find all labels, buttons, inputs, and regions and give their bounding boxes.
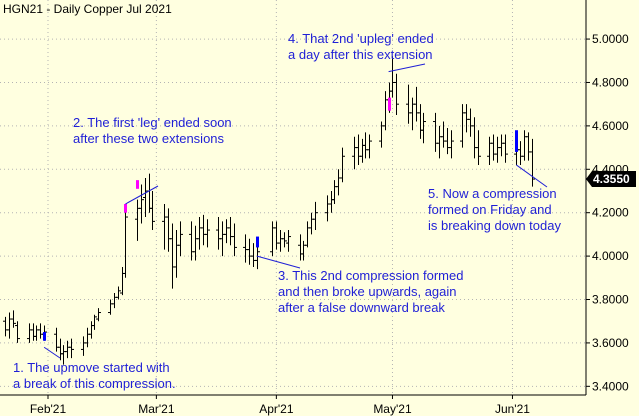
- ohlc-bar: [503, 134, 508, 163]
- ohlc-bar: [340, 147, 345, 183]
- annotation-1: 1. The upmove started with a break of th…: [13, 360, 176, 391]
- ohlc-bar: [282, 232, 287, 248]
- ohlc-bar: [11, 310, 16, 328]
- ohlc-bar: [255, 245, 260, 270]
- ohlc-bar: [69, 338, 74, 359]
- y-tick-label: 4.2000: [592, 206, 629, 220]
- y-tick-label: 3.4000: [592, 379, 629, 393]
- ohlc-bar: [313, 201, 318, 231]
- y-tick-label: 3.6000: [592, 336, 629, 350]
- annotation-2: 2. The first 'leg' ended soon after thes…: [73, 115, 232, 146]
- ohlc-bar: [232, 223, 237, 257]
- annotation-2-line-2: after these two extensions: [73, 131, 225, 146]
- ohlc-bar: [421, 112, 426, 144]
- extension-marker: [136, 180, 139, 189]
- grid-layer: [0, 0, 586, 395]
- extension-marker: [124, 204, 127, 213]
- compression-marker: [515, 130, 518, 152]
- y-tick-label: 4.0000: [592, 249, 629, 263]
- annotation-3-line-2: and then broke upwards, again: [278, 284, 457, 299]
- annotation-5-line-1: 5. Now a compression: [428, 186, 557, 201]
- x-tick-label: Apr'21: [259, 402, 294, 416]
- compression-marker: [256, 236, 259, 248]
- y-tick-label: 4.6000: [592, 119, 629, 133]
- ohlc-bar: [449, 130, 454, 159]
- last-price-label: 4.3550: [593, 172, 630, 186]
- ohlc-bar: [178, 221, 183, 257]
- y-tick-label: 3.8000: [592, 293, 629, 307]
- annotation-4-pointer: [388, 63, 426, 73]
- ohlc-bar: [116, 286, 121, 300]
- annotation-2-pointer: [125, 185, 159, 205]
- annotation-4: 4. That 2nd 'upleg' ended a day after th…: [288, 31, 434, 62]
- chart-title: HGN21 - Daily Copper Jul 2021: [3, 2, 172, 16]
- last-price-badge-bg: [586, 171, 636, 188]
- x-axis: Feb'21 Mar'21 Apr'21 May'21 Jun'21: [30, 395, 530, 416]
- annotation-2-line-1: 2. The first 'leg' ended soon: [73, 115, 232, 130]
- ohlc-bar: [123, 208, 128, 278]
- x-tick-label: Jun'21: [495, 402, 530, 416]
- ohlc-bar: [15, 321, 20, 343]
- ohlc-bar: [205, 219, 210, 248]
- ohlc-bar: [476, 130, 481, 165]
- extension-marker: [388, 97, 391, 111]
- annotation-5-pointer: [516, 164, 548, 188]
- x-tick-label: Mar'21: [138, 402, 175, 416]
- annotation-3: 3. This 2nd compression formed and then …: [278, 268, 463, 315]
- y-axis: 5.00004.80004.60004.40004.20004.00003.80…: [586, 32, 629, 393]
- annotation-4-line-1: 4. That 2nd 'upleg' ended: [288, 31, 434, 46]
- ohlc-bar: [139, 184, 144, 224]
- y-tick-label: 5.0000: [592, 32, 629, 46]
- ohlc-bar: [150, 190, 155, 231]
- x-tick-label: Feb'21: [30, 402, 67, 416]
- last-price-badge: 4.3550: [586, 171, 636, 188]
- annotation-1-line-1: 1. The upmove started with: [13, 360, 170, 375]
- ohlc-bar: [92, 314, 97, 330]
- ohlc-bar: [367, 134, 372, 159]
- ohlc-bar: [530, 138, 535, 187]
- annotation-1-line-2: a break of this compression.: [13, 376, 176, 391]
- annotation-5-line-2: formed on Friday and: [428, 202, 552, 217]
- ohlc-bar: [286, 230, 291, 252]
- x-tick-label: May'21: [373, 402, 412, 416]
- annotation-1-pointer: [43, 346, 61, 359]
- bars-layer: [3, 56, 535, 365]
- annotation-3-line-3: after a false downward break: [278, 300, 445, 315]
- pointers-layer: [43, 63, 548, 359]
- y-tick-label: 4.8000: [592, 75, 629, 89]
- ohlc-bar: [96, 308, 101, 322]
- compression-marker: [43, 332, 46, 341]
- annotation-5: 5. Now a compression formed on Friday an…: [428, 186, 561, 233]
- ohlc-bar: [394, 73, 399, 116]
- annotation-3-line-1: 3. This 2nd compression formed: [278, 268, 463, 283]
- annotation-5-line-3: is breaking down today: [428, 218, 561, 233]
- highlights-layer: [43, 97, 518, 341]
- annotation-3-pointer: [256, 255, 301, 269]
- annotation-4-line-2: a day after this extension: [288, 47, 433, 62]
